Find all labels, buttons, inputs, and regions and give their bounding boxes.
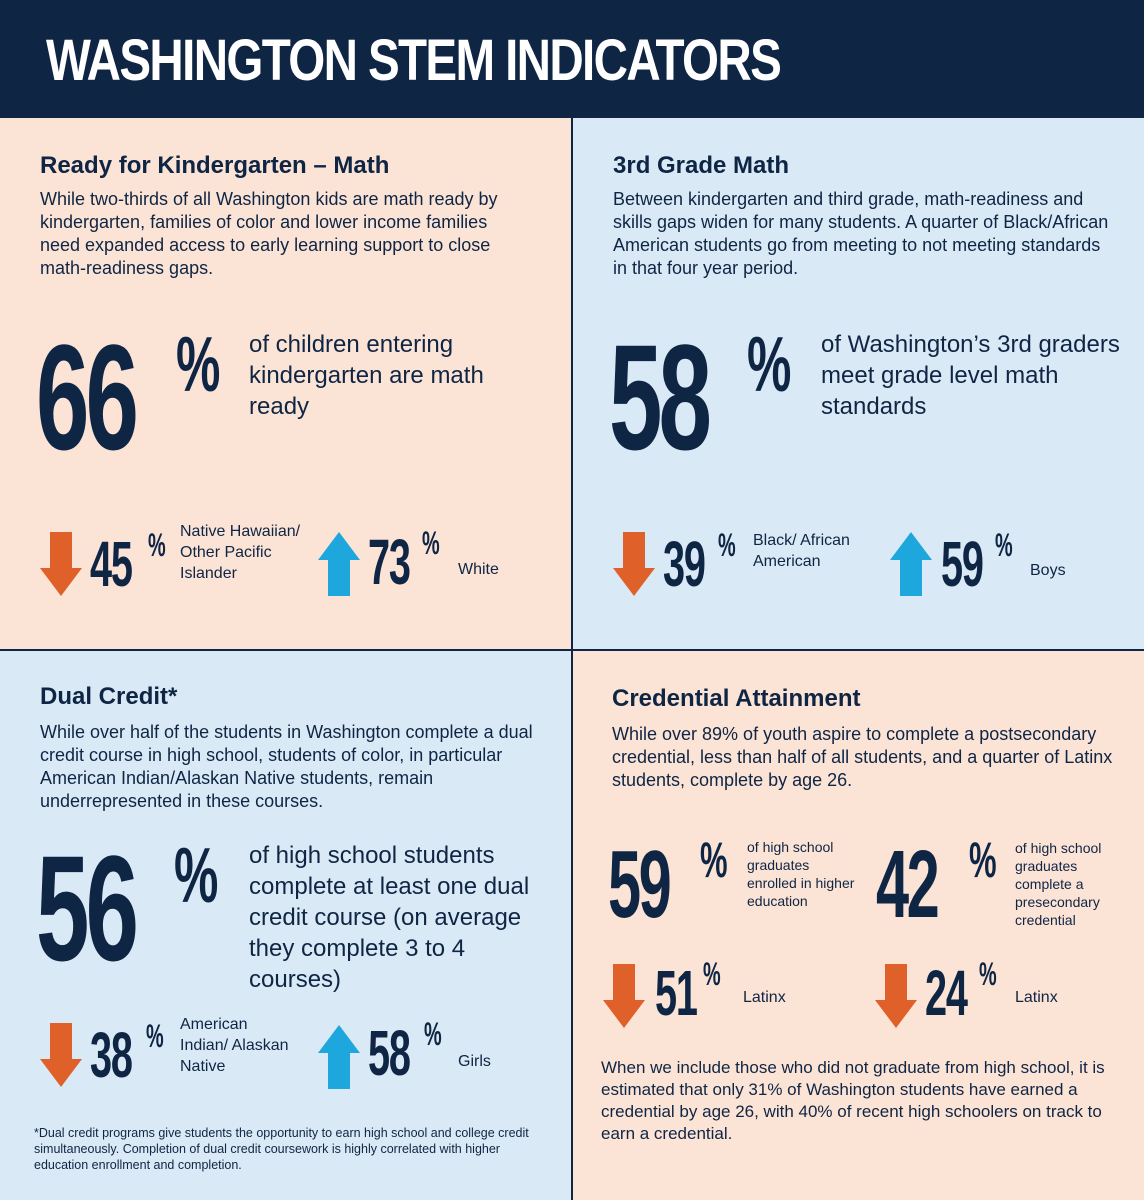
dual-credit-footnote: *Dual credit programs give students the … [34,1126,529,1172]
kindergarten-low-label: Native Hawaiian/ Other Pacific Islander [180,523,301,582]
horizontal-divider [0,649,1144,651]
kindergarten-main-value: 66 [36,313,139,481]
kindergarten-title: Ready for Kindergarten – Math [40,152,390,179]
kindergarten-high-label: White [458,561,499,578]
dual-credit-title: Dual Credit* [40,683,178,710]
credential-panel: Credential Attainment While over 89% of … [573,651,1144,1200]
kindergarten-panel: Ready for Kindergarten – Math While two-… [0,118,571,649]
credential-title: Credential Attainment [612,685,861,712]
dual-credit-main-desc: of high school students complete at leas… [249,842,530,993]
third-grade-main-percent: % [747,320,792,408]
third-grade-panel: 3rd Grade Math Between kindergarten and … [573,118,1144,649]
third-grade-low-percent: % [718,527,736,563]
page-header: WASHINGTON STEM INDICATORS [0,0,1144,118]
third-grade-intro: Between kindergarten and third grade, ma… [613,189,1109,278]
third-grade-main-desc: of Washington’s 3rd graders meet grade l… [821,331,1120,420]
dual-credit-low-percent: % [146,1018,164,1054]
dual-credit-high-percent: % [424,1016,442,1052]
third-grade-title: 3rd Grade Math [613,152,790,179]
arrow-up-icon [318,1025,360,1089]
arrow-down-icon [40,1023,82,1087]
kindergarten-low-percent: % [148,527,166,563]
dual-credit-main-percent: % [174,831,219,919]
arrow-down-icon [875,964,917,1028]
arrow-down-icon [613,532,655,596]
credential-enrolled-value: 59 [608,831,672,938]
third-grade-high-percent: % [995,527,1013,563]
credential-enrolled-desc: of high school graduates enrolled in hig… [747,839,855,909]
kindergarten-main-desc: of children entering kindergarten are ma… [249,331,484,420]
third-grade-high-value: 59 [941,528,984,600]
kindergarten-main-percent: % [176,320,221,408]
credential-completed-latinx-percent: % [979,956,997,992]
third-grade-low-value: 39 [663,528,706,600]
credential-enrolled-latinx-value: 51 [655,957,698,1029]
dual-credit-high-label: Girls [458,1053,491,1070]
dual-credit-panel: Dual Credit* While over half of the stud… [0,651,571,1200]
page-title: WASHINGTON STEM INDICATORS [46,28,782,93]
credential-completed-desc: of high school graduates complete a pres… [1015,840,1102,928]
credential-completed-latinx-value: 24 [925,957,968,1029]
credential-enrolled-percent: % [700,832,728,888]
vertical-divider [571,118,573,1200]
dual-credit-intro: While over half of the students in Washi… [40,722,533,811]
kindergarten-intro: While two-thirds of all Washington kids … [40,189,498,278]
credential-completed-percent: % [969,832,997,888]
kindergarten-high-value: 73 [368,526,411,598]
arrow-down-icon [603,964,645,1028]
dual-credit-low-label: American Indian/ Alaskan Native [180,1016,289,1075]
credential-enrolled-latinx-label: Latinx [743,989,786,1006]
kindergarten-low-value: 45 [90,528,133,600]
third-grade-high-label: Boys [1030,562,1066,579]
kindergarten-high-percent: % [422,525,440,561]
arrow-down-icon [40,532,82,596]
dual-credit-low-value: 38 [90,1019,133,1091]
arrow-up-icon [890,532,932,596]
credential-completed-latinx-label: Latinx [1015,989,1058,1006]
credential-enrolled-latinx-percent: % [703,956,721,992]
credential-completed-value: 42 [876,831,940,938]
credential-intro: While over 89% of youth aspire to comple… [612,724,1113,790]
dual-credit-main-value: 56 [36,824,139,992]
third-grade-main-value: 58 [609,313,712,481]
third-grade-low-label: Black/ African American [753,532,850,570]
dual-credit-high-value: 58 [368,1017,411,1089]
arrow-up-icon [318,532,360,596]
credential-outro: When we include those who did not gradua… [601,1058,1105,1143]
